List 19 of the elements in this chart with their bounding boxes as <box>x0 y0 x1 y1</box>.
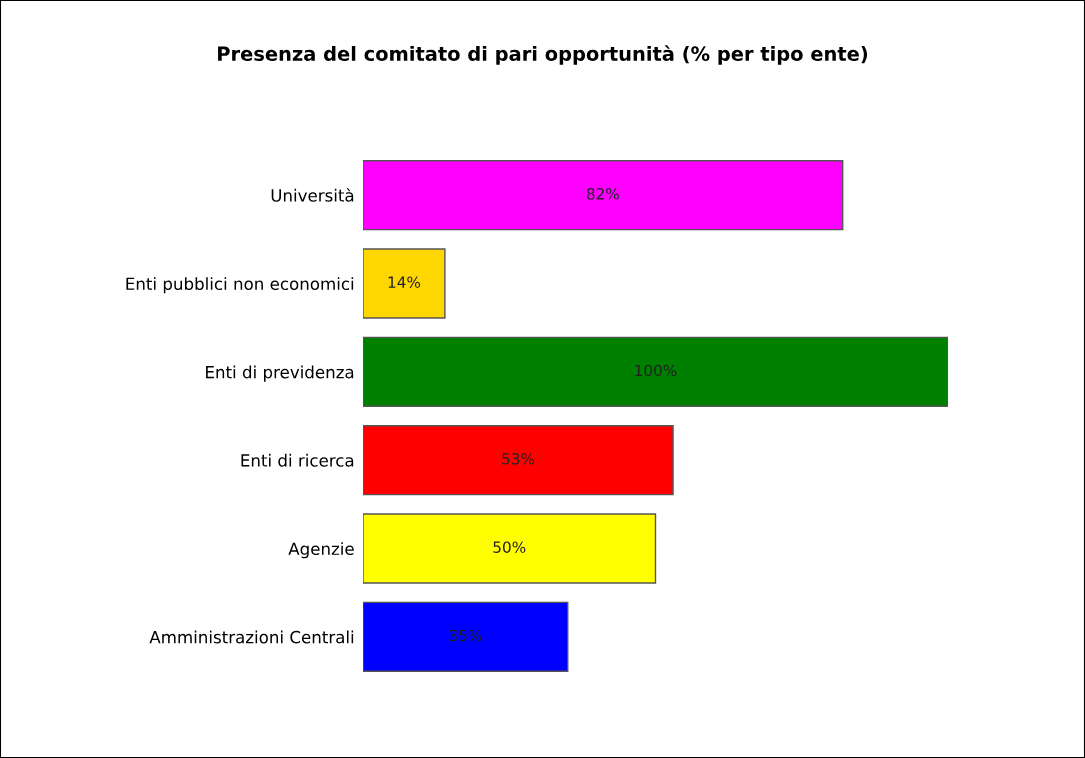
bar <box>363 425 674 496</box>
data-label: 35% <box>449 629 482 642</box>
bar <box>363 248 446 319</box>
bar <box>363 601 569 672</box>
y-tick-label: Enti pubblici non economici <box>126 277 354 294</box>
y-tick-label: Agenzie <box>288 542 354 559</box>
bar <box>363 160 844 231</box>
y-tick-label: Amministrazioni Centrali <box>149 630 354 644</box>
y-tick-label: Enti di ricerca <box>241 453 354 467</box>
chart-title: Presenza del comitato di pari opportunità (% per tipo ente) <box>218 45 868 65</box>
data-label: 14% <box>388 276 421 288</box>
bar <box>363 336 948 407</box>
data-label: 82% <box>586 188 619 200</box>
y-tick-label: Università <box>271 188 354 202</box>
data-label: 100% <box>635 364 677 377</box>
bar <box>363 513 657 584</box>
data-label: 50% <box>493 541 526 553</box>
y-tick-label: Enti di previdenza <box>206 365 354 382</box>
data-label: 53% <box>502 453 535 465</box>
